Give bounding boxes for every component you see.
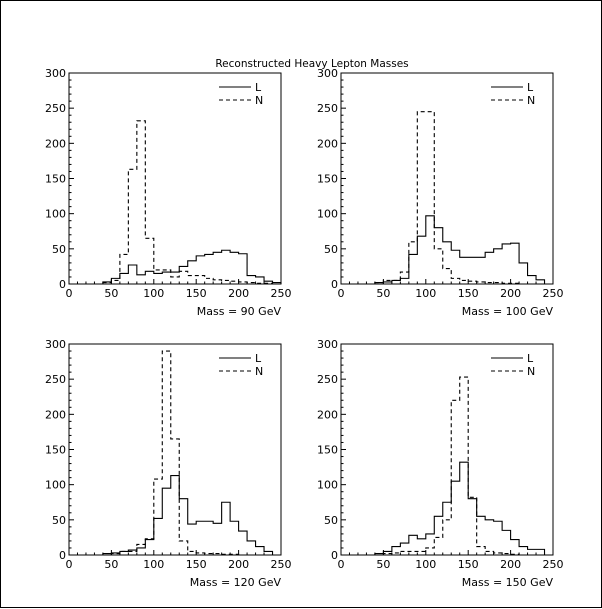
- x-tick-label: 200: [228, 558, 249, 571]
- y-tick-label: 0: [59, 549, 66, 562]
- y-tick-label: 200: [317, 137, 338, 150]
- y-tick-label: 50: [52, 243, 66, 256]
- y-tick-label: 0: [331, 549, 338, 562]
- y-tick-label: 300: [45, 67, 66, 80]
- x-tick-label: 250: [271, 287, 292, 300]
- x-tick-label: 200: [500, 558, 521, 571]
- panel-4: 0 50 100 150 200 250 300 0 50 100 150 200 250 Mass = …: [317, 338, 564, 589]
- y-tick-label: 300: [317, 67, 338, 80]
- y-tick-label: 250: [45, 102, 66, 115]
- plot-frame: [340, 343, 554, 556]
- legend-l-label: L: [255, 81, 262, 94]
- panel-3: 0 50 100 150 200 250 300 0 50 100 150 200 250 Mass = …: [45, 338, 292, 589]
- x-tick-label: 250: [271, 558, 292, 571]
- y-tick-label: 150: [45, 173, 66, 186]
- x-tick-label: 100: [143, 287, 164, 300]
- histogram-l-line: [69, 474, 281, 556]
- histogram-n-line: [69, 350, 281, 556]
- y-tick-label: 250: [317, 102, 338, 115]
- y-tick-label: 250: [317, 373, 338, 386]
- legend-n-label: N: [527, 94, 535, 107]
- x-tick-label: 50: [104, 558, 118, 571]
- y-tick-label: 150: [317, 173, 338, 186]
- y-tick-label: 300: [317, 338, 338, 351]
- plot-frame: [68, 343, 282, 556]
- y-tick-label: 50: [324, 514, 338, 527]
- x-tick-label: 100: [143, 558, 164, 571]
- x-tick-label: 100: [415, 558, 436, 571]
- x-tick-label: 150: [458, 287, 479, 300]
- x-tick-label: 0: [66, 558, 73, 571]
- y-tick-label: 200: [45, 137, 66, 150]
- y-tick-label: 0: [331, 278, 338, 291]
- panel-caption: Mass = 90 GeV: [197, 305, 282, 318]
- x-tick-label: 200: [500, 287, 521, 300]
- panel-caption: Mass = 120 GeV: [190, 576, 282, 589]
- histogram-l-line: [69, 249, 282, 285]
- legend-l-label: L: [527, 81, 534, 94]
- panel-2: 0 50 100 150 200 250 300 0 50 100 150 200 250 Mass = …: [317, 67, 564, 318]
- histogram-l-line: [341, 461, 553, 556]
- histogram-n-line: [69, 120, 281, 285]
- x-tick-label: 250: [543, 558, 564, 571]
- x-tick-label: 150: [186, 558, 207, 571]
- x-tick-label: 0: [338, 558, 345, 571]
- histogram-n-line: [341, 111, 553, 285]
- panel-caption: Mass = 150 GeV: [462, 576, 554, 589]
- legend-n-label: N: [527, 365, 535, 378]
- panel-1: 0 50 100 150 200 250 300 0 50 100 150 200 250 Mass = …: [45, 67, 292, 318]
- y-tick-label: 100: [45, 479, 66, 492]
- y-tick-label: 100: [45, 208, 66, 221]
- histogram-n-line: [341, 376, 553, 556]
- x-tick-label: 50: [376, 558, 390, 571]
- y-tick-label: 200: [317, 408, 338, 421]
- y-tick-label: 250: [45, 373, 66, 386]
- x-tick-label: 150: [458, 558, 479, 571]
- y-tick-label: 50: [324, 243, 338, 256]
- histogram-l-line: [341, 215, 553, 285]
- y-tick-label: 0: [59, 278, 66, 291]
- y-tick-label: 150: [317, 444, 338, 457]
- x-tick-label: 50: [104, 287, 118, 300]
- legend-n-label: N: [255, 94, 263, 107]
- y-tick-label: 200: [45, 408, 66, 421]
- y-tick-label: 150: [45, 444, 66, 457]
- x-tick-label: 250: [543, 287, 564, 300]
- x-tick-label: 100: [415, 287, 436, 300]
- legend-n-label: N: [255, 365, 263, 378]
- x-tick-label: 0: [338, 287, 345, 300]
- y-tick-label: 50: [52, 514, 66, 527]
- y-tick-label: 300: [45, 338, 66, 351]
- legend-l-label: L: [527, 352, 534, 365]
- x-tick-label: 0: [66, 287, 73, 300]
- y-tick-label: 100: [317, 479, 338, 492]
- y-tick-label: 100: [317, 208, 338, 221]
- x-tick-label: 150: [186, 287, 207, 300]
- x-tick-label: 50: [376, 287, 390, 300]
- panel-caption: Mass = 100 GeV: [462, 305, 554, 318]
- legend-l-label: L: [255, 352, 262, 365]
- figure-title: Reconstructed Heavy Lepton Masses: [215, 58, 408, 70]
- x-tick-label: 200: [228, 287, 249, 300]
- plot-frame: [68, 72, 282, 285]
- plot-frame: [340, 72, 554, 285]
